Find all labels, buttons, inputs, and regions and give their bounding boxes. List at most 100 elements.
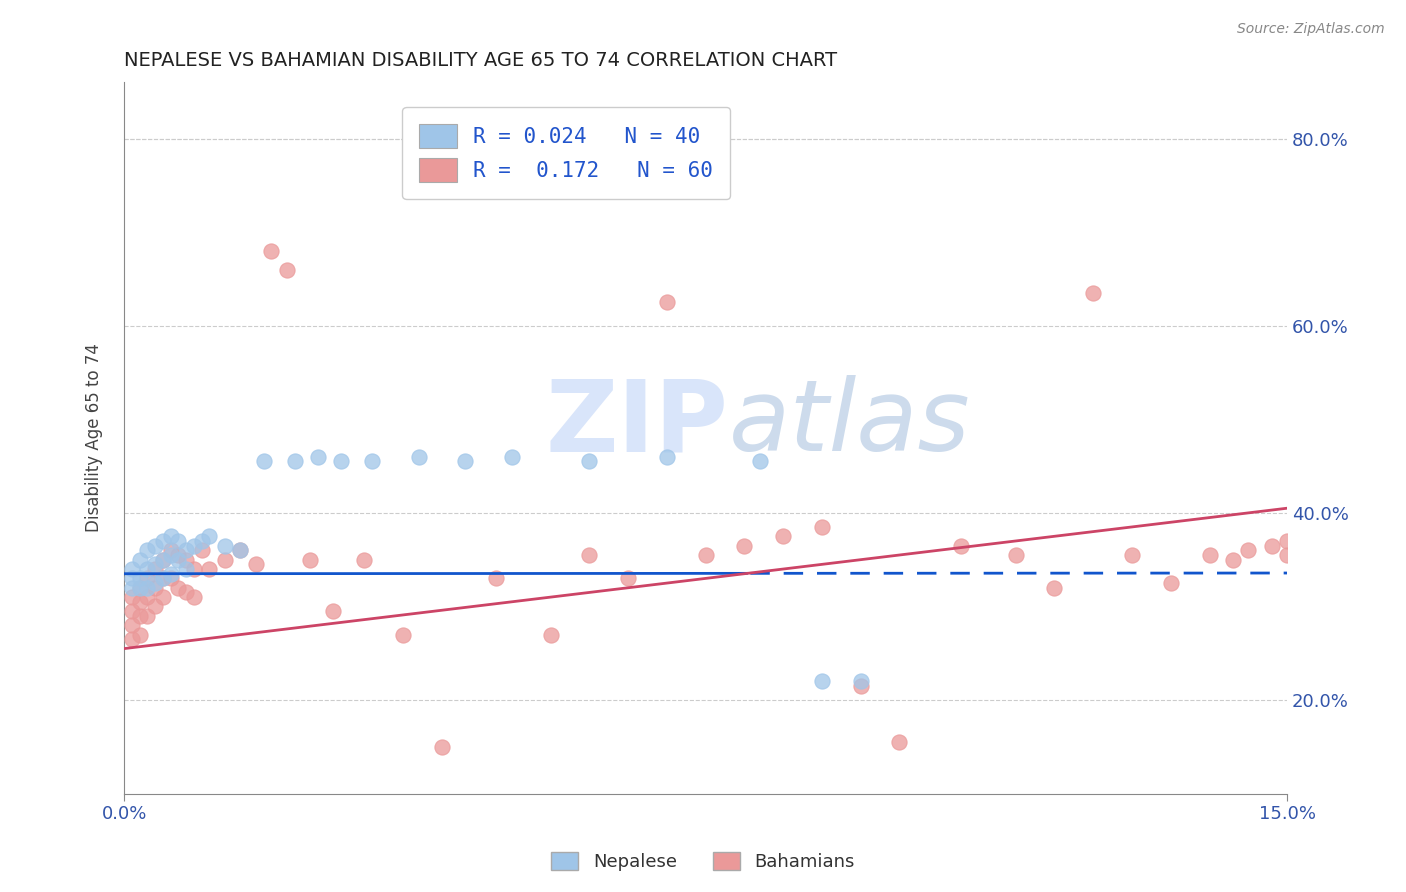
Point <box>121 632 143 647</box>
Point <box>183 539 205 553</box>
Point <box>183 562 205 576</box>
Point <box>392 627 415 641</box>
Legend: Nepalese, Bahamians: Nepalese, Bahamians <box>544 845 862 879</box>
Point <box>1275 548 1298 562</box>
Point <box>284 454 307 468</box>
Point <box>121 618 143 632</box>
Point <box>617 571 640 585</box>
Point <box>174 562 197 576</box>
Point <box>136 608 159 623</box>
Point <box>748 454 770 468</box>
Point <box>772 529 794 543</box>
Point <box>167 533 190 548</box>
Point <box>128 581 150 595</box>
Point <box>322 604 344 618</box>
Text: ZIP: ZIP <box>546 376 728 472</box>
Point <box>299 552 322 566</box>
Point <box>1275 533 1298 548</box>
Point <box>361 454 384 468</box>
Point <box>121 604 143 618</box>
Point <box>540 627 562 641</box>
Point <box>501 450 523 464</box>
Point <box>143 558 166 572</box>
Text: atlas: atlas <box>728 376 970 472</box>
Point <box>1121 548 1143 562</box>
Point <box>253 454 276 468</box>
Point <box>159 566 181 581</box>
Point <box>307 450 329 464</box>
Point <box>950 539 973 553</box>
Point <box>183 590 205 604</box>
Text: Source: ZipAtlas.com: Source: ZipAtlas.com <box>1237 22 1385 37</box>
Point <box>849 679 872 693</box>
Point <box>128 571 150 585</box>
Point <box>136 590 159 604</box>
Point <box>174 585 197 599</box>
Point <box>152 552 174 566</box>
Point <box>198 562 221 576</box>
Point <box>136 581 159 595</box>
Point <box>1083 285 1105 300</box>
Point <box>655 450 678 464</box>
Point <box>174 543 197 558</box>
Point <box>214 539 236 553</box>
Point <box>1237 543 1260 558</box>
Point <box>128 581 150 595</box>
Point <box>198 529 221 543</box>
Y-axis label: Disability Age 65 to 74: Disability Age 65 to 74 <box>86 343 103 533</box>
Point <box>152 571 174 585</box>
Point <box>136 562 159 576</box>
Point <box>1222 552 1244 566</box>
Point <box>167 548 190 562</box>
Point <box>578 454 600 468</box>
Point <box>159 571 181 585</box>
Text: NEPALESE VS BAHAMIAN DISABILITY AGE 65 TO 74 CORRELATION CHART: NEPALESE VS BAHAMIAN DISABILITY AGE 65 T… <box>124 51 837 70</box>
Point <box>811 674 834 689</box>
Point <box>889 735 911 749</box>
Point <box>430 739 453 754</box>
Point <box>152 533 174 548</box>
Point <box>454 454 477 468</box>
Point <box>128 595 150 609</box>
Point <box>655 295 678 310</box>
Point <box>1043 581 1066 595</box>
Point <box>152 590 174 604</box>
Point <box>121 562 143 576</box>
Point <box>159 548 181 562</box>
Point <box>229 543 252 558</box>
Point <box>143 576 166 591</box>
Point <box>143 599 166 614</box>
Point <box>128 552 150 566</box>
Point <box>152 552 174 566</box>
Point <box>143 581 166 595</box>
Point <box>1198 548 1220 562</box>
Point <box>811 520 834 534</box>
Point <box>159 543 181 558</box>
Point <box>143 539 166 553</box>
Point <box>849 674 872 689</box>
Point <box>190 533 212 548</box>
Point <box>214 552 236 566</box>
Point <box>121 581 143 595</box>
Point <box>174 552 197 566</box>
Point <box>245 558 267 572</box>
Point <box>260 244 283 258</box>
Point <box>159 529 181 543</box>
Point <box>152 571 174 585</box>
Point <box>121 571 143 585</box>
Point <box>128 608 150 623</box>
Point <box>1260 539 1282 553</box>
Point <box>353 552 375 566</box>
Point <box>121 590 143 604</box>
Point <box>128 627 150 641</box>
Point <box>1160 576 1182 591</box>
Point <box>167 581 190 595</box>
Legend: R = 0.024   N = 40, R =  0.172   N = 60: R = 0.024 N = 40, R = 0.172 N = 60 <box>402 107 730 199</box>
Point <box>136 571 159 585</box>
Point <box>330 454 353 468</box>
Point <box>408 450 430 464</box>
Point <box>229 543 252 558</box>
Point <box>578 548 600 562</box>
Point <box>143 562 166 576</box>
Point <box>1004 548 1026 562</box>
